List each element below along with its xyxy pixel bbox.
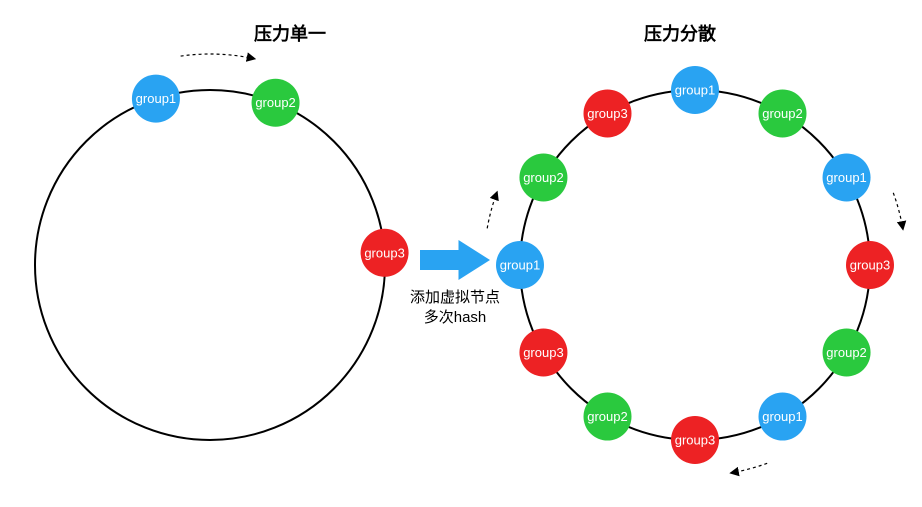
right_ring-node-group2-7: group2: [584, 393, 632, 441]
left_ring-node-label: group2: [255, 95, 295, 110]
right_ring-node-group3-3: group3: [846, 241, 894, 289]
diagram-canvas: 压力单一 压力分散添加虚拟节点多次hash group1 group2 group3 gr…: [0, 0, 922, 507]
left_ring-flow-arc-0: [181, 54, 254, 59]
right_ring-node-group2-10: group2: [519, 154, 567, 202]
right_ring-node-label: group1: [500, 258, 540, 273]
transform-label-line2: 多次hash: [424, 309, 487, 326]
left_ring-node-label: group1: [136, 91, 176, 106]
right_ring-node-label: group1: [762, 409, 802, 424]
left_ring-node-group3-2: group3: [361, 229, 409, 277]
left_ring-node-group2-1: group2: [252, 79, 300, 127]
left_ring-node-group1-0: group1: [132, 75, 180, 123]
right_ring-node-label: group2: [762, 106, 802, 121]
right_ring-node-label: group2: [587, 409, 627, 424]
title-left: 压力单一: [254, 23, 326, 44]
right_ring-node-group1-0: group1: [671, 66, 719, 114]
right_ring-flow-arc-0: [893, 193, 903, 229]
right_ring-node-label: group2: [523, 170, 563, 185]
right_ring-flow-arc-1: [732, 463, 768, 473]
right_ring-flow-arc-2: [487, 193, 497, 229]
right_ring-node-label: group3: [675, 433, 715, 448]
right_ring-node-group3-8: group3: [519, 329, 567, 377]
right_ring-node-group1-2: group1: [823, 154, 871, 202]
right_ring-node-label: group2: [826, 345, 866, 360]
right_ring-node-label: group3: [850, 258, 890, 273]
left_ring-ring: [35, 90, 385, 440]
transform-label-line1: 添加虚拟节点: [410, 289, 500, 306]
transform-arrow-icon: [420, 240, 490, 280]
right_ring-node-label: group1: [675, 83, 715, 98]
right_ring-node-group2-1: group2: [759, 89, 807, 137]
right_ring-node-group3-11: group3: [584, 89, 632, 137]
right_ring-node-label: group3: [587, 106, 627, 121]
right_ring-node-group1-9: group1: [496, 241, 544, 289]
left_ring-node-label: group3: [364, 245, 404, 260]
right_ring-node-label: group1: [826, 170, 866, 185]
right_ring-node-group3-6: group3: [671, 416, 719, 464]
right_ring-node-group1-5: group1: [759, 393, 807, 441]
right_ring-ring: [520, 90, 870, 440]
right_ring-node-label: group3: [523, 345, 563, 360]
right_ring-node-group2-4: group2: [823, 329, 871, 377]
title-right: 压力分散: [644, 23, 717, 44]
